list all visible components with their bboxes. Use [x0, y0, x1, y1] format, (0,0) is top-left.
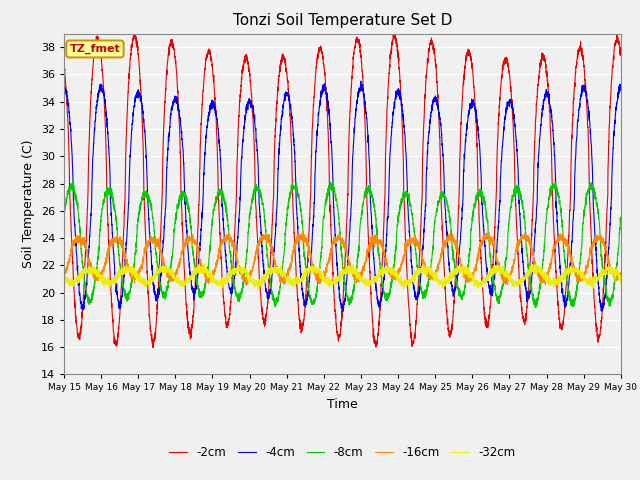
- -4cm: [617, 86, 625, 92]
- Line: -2cm: -2cm: [64, 31, 621, 348]
- -4cm: [564, 287, 572, 292]
- -2cm: [180, 246, 188, 252]
- -2cm: [564, 243, 572, 249]
- -16cm: [397, 262, 404, 267]
- -4cm: [216, 144, 223, 150]
- -8cm: [216, 190, 223, 195]
- -16cm: [617, 271, 625, 276]
- -32cm: [254, 287, 262, 293]
- -4cm: [179, 153, 187, 159]
- -4cm: [339, 308, 347, 314]
- -8cm: [532, 305, 540, 311]
- -8cm: [60, 214, 68, 220]
- Title: Tonzi Soil Temperature Set D: Tonzi Soil Temperature Set D: [233, 13, 452, 28]
- -4cm: [357, 78, 365, 84]
- -32cm: [397, 277, 404, 283]
- Text: TZ_fmet: TZ_fmet: [70, 44, 120, 54]
- -16cm: [564, 243, 572, 249]
- -16cm: [60, 274, 68, 280]
- Line: -4cm: -4cm: [64, 81, 621, 311]
- Legend: -2cm, -4cm, -8cm, -16cm, -32cm: -2cm, -4cm, -8cm, -16cm, -32cm: [164, 442, 520, 464]
- Line: -16cm: -16cm: [64, 232, 621, 285]
- -16cm: [216, 246, 223, 252]
- -2cm: [149, 345, 157, 350]
- -2cm: [60, 60, 68, 66]
- Y-axis label: Soil Temperature (C): Soil Temperature (C): [22, 140, 35, 268]
- -2cm: [390, 28, 397, 34]
- -32cm: [407, 277, 415, 283]
- -4cm: [407, 243, 415, 249]
- -32cm: [60, 276, 68, 281]
- -2cm: [407, 329, 415, 335]
- -8cm: [179, 193, 187, 199]
- -32cm: [216, 280, 223, 286]
- -16cm: [243, 282, 250, 288]
- -8cm: [327, 180, 335, 185]
- -32cm: [564, 269, 572, 275]
- -8cm: [397, 199, 404, 204]
- X-axis label: Time: Time: [327, 398, 358, 411]
- -2cm: [397, 92, 404, 97]
- -4cm: [60, 85, 68, 91]
- -8cm: [617, 218, 625, 224]
- -8cm: [617, 214, 625, 220]
- -16cm: [179, 244, 187, 250]
- -16cm: [407, 238, 415, 243]
- -32cm: [617, 275, 625, 280]
- -4cm: [397, 96, 404, 102]
- -2cm: [216, 221, 223, 227]
- -32cm: [234, 260, 242, 266]
- -8cm: [564, 288, 572, 293]
- -2cm: [617, 51, 625, 57]
- -8cm: [406, 204, 414, 209]
- -2cm: [617, 51, 625, 57]
- -32cm: [617, 276, 625, 282]
- Line: -8cm: -8cm: [64, 182, 621, 308]
- Line: -32cm: -32cm: [64, 263, 621, 290]
- -32cm: [179, 278, 187, 284]
- -16cm: [617, 273, 625, 279]
- -4cm: [617, 82, 625, 88]
- -16cm: [299, 229, 307, 235]
